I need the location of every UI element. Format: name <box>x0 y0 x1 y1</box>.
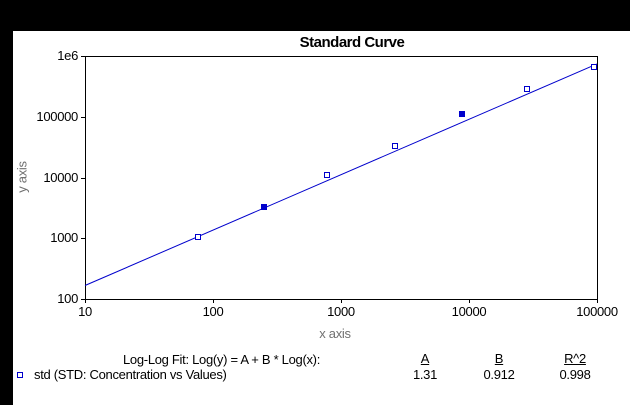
x-tick-label: 100 <box>203 304 224 319</box>
chart-title: Standard Curve <box>299 34 405 51</box>
black-border-top <box>0 0 630 31</box>
data-point-marker <box>392 143 398 149</box>
y-tick-label: 1e6 <box>57 48 78 63</box>
y-tick-label: 10000 <box>43 170 78 185</box>
legend-label: std (STD: Concentration vs Values) <box>34 367 227 382</box>
x-tick-label: 10 <box>78 304 92 319</box>
data-point-marker <box>591 64 597 70</box>
data-point-marker <box>195 234 201 240</box>
fit-column-r2: R^2 0.998 <box>559 352 590 382</box>
y-tick-label: 1000 <box>50 230 78 245</box>
fit-value-a: 1.31 <box>412 367 438 382</box>
plot-frame <box>85 56 598 300</box>
x-axis-label: x axis <box>319 326 351 341</box>
data-point-marker <box>459 111 465 117</box>
legend-marker-icon <box>17 372 23 378</box>
fit-column-a: A 1.31 <box>413 352 437 382</box>
data-point-marker <box>324 172 330 178</box>
x-tick-label: 10000 <box>452 304 487 319</box>
y-tick-label: 100 <box>57 291 78 306</box>
x-tick-label: 100000 <box>576 304 618 319</box>
fit-value-b: 0.912 <box>483 367 515 382</box>
black-border-left <box>0 0 13 405</box>
fit-value-r2: 0.998 <box>559 367 591 382</box>
fit-header-a: A <box>420 351 430 366</box>
fit-line <box>84 63 598 286</box>
fit-column-b: B 0.912 <box>483 352 514 382</box>
fit-formula-label: Log-Log Fit: Log(y) = A + B * Log(x): <box>123 352 321 367</box>
fit-header-r2: R^2 <box>564 351 586 366</box>
fit-header-b: B <box>494 351 504 366</box>
y-tick-label: 100000 <box>36 109 78 124</box>
data-point-marker <box>524 86 530 92</box>
x-tick-label: 1000 <box>327 304 355 319</box>
data-point-marker <box>261 204 267 210</box>
